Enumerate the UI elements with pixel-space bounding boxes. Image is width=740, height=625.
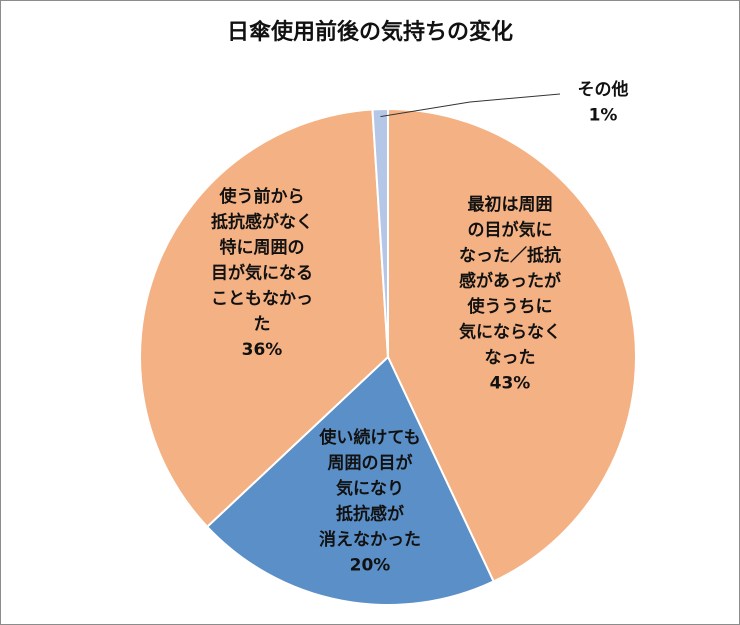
slice-label-1-line-0: 使い続けても bbox=[318, 427, 420, 448]
slice-other bbox=[371, 107, 389, 358]
slice-label-0-line-0: 最初は周囲 bbox=[468, 194, 553, 215]
slice-label-1-line-4: 消えなかった bbox=[319, 529, 421, 550]
slice-label-2-line-2: 特に周囲の bbox=[220, 237, 305, 258]
slice-label-2-line-0: 使う前から bbox=[219, 186, 305, 207]
slice-label-0-line-2: なった／抵抗 bbox=[459, 245, 561, 266]
slice-label-0-line-1: の目が気に bbox=[468, 220, 553, 241]
slice-never-worried bbox=[139, 108, 390, 529]
slice-label-0-line-5: 気にならなく bbox=[458, 322, 561, 343]
slice-value-label-3: 1% bbox=[589, 106, 618, 126]
slice-value-label-1: 20% bbox=[350, 556, 391, 576]
chart-title: 日傘使用前後の気持ちの変化 bbox=[226, 20, 513, 45]
slice-label-2-line-1: 抵抗感がなく bbox=[211, 212, 313, 233]
slice-label-0-line-6: なった bbox=[485, 348, 536, 368]
slice-value-label-2: 36% bbox=[242, 340, 283, 360]
slice-label-0-line-4: 使ううちに bbox=[467, 296, 553, 317]
slice-label-2-line-5: た bbox=[254, 315, 271, 335]
slice-label-2-line-4: こともなかっ bbox=[211, 289, 313, 309]
slice-label-1-line-2: 気になり bbox=[335, 478, 404, 499]
slice-first-worried-then-not bbox=[387, 107, 637, 583]
slice-label-0-line-3: 感があったが bbox=[459, 271, 561, 292]
slice-still-worried bbox=[205, 355, 495, 606]
slice-value-label-0: 43% bbox=[490, 374, 531, 394]
leader-line-other bbox=[380, 93, 561, 118]
slice-label-3-line-0: その他 bbox=[578, 79, 629, 100]
slice-label-2-line-3: 目が気になる bbox=[211, 263, 313, 284]
slice-label-1-line-1: 周囲の目が bbox=[328, 453, 413, 474]
slice-label-1-line-3: 抵抗感が bbox=[336, 504, 404, 525]
